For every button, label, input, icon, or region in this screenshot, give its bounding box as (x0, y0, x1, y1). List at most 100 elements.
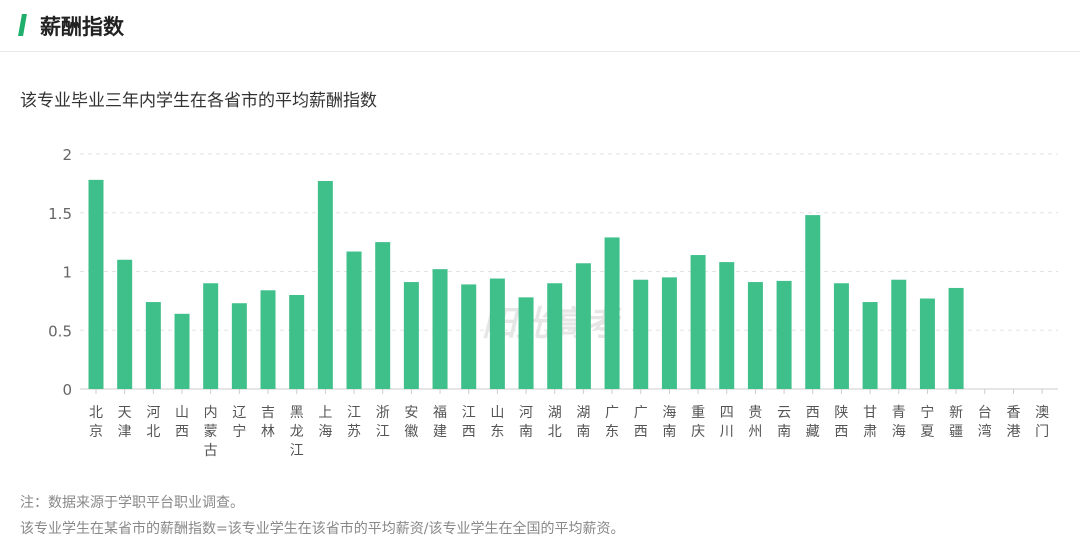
bar-河南 (518, 297, 534, 389)
x-tick-label: 西 (462, 424, 476, 440)
x-tick-label: 江 (290, 443, 304, 459)
bar-四川 (719, 262, 735, 389)
x-tick-label: 福 (433, 405, 447, 421)
x-tick-label: 广 (605, 405, 619, 421)
bar-江苏 (346, 251, 362, 389)
bar-浙江 (375, 242, 391, 389)
bar-海南 (661, 277, 677, 389)
bar-西藏 (805, 215, 821, 389)
x-tick-label: 北 (146, 424, 160, 440)
x-tick-label: 西 (175, 424, 189, 440)
x-tick-label: 四 (720, 405, 734, 421)
x-tick-label: 山 (175, 405, 189, 421)
bar-天津 (117, 259, 133, 389)
x-tick-label: 南 (777, 424, 791, 440)
y-tick-label: 1.5 (48, 205, 72, 223)
y-tick-label: 2 (62, 146, 72, 164)
x-tick-label: 西 (834, 424, 848, 440)
x-tick-label: 江 (376, 424, 390, 440)
x-tick-label: 徽 (404, 424, 418, 440)
bar-湖南 (575, 263, 591, 389)
x-tick-label: 西 (634, 424, 648, 440)
x-tick-label: 上 (318, 405, 332, 421)
section-header: 薪酬指数 (0, 0, 1080, 52)
x-tick-label: 广 (634, 405, 648, 421)
x-tick-label: 西 (806, 405, 820, 421)
x-tick-label: 庆 (691, 424, 705, 440)
x-tick-label: 海 (662, 405, 676, 421)
x-tick-label: 门 (1035, 424, 1049, 440)
x-tick-label: 江 (347, 405, 361, 421)
bar-福建 (432, 269, 448, 389)
bar-重庆 (690, 255, 706, 389)
x-tick-label: 港 (1006, 424, 1020, 440)
x-tick-label: 疆 (949, 424, 963, 440)
bar-云南 (776, 280, 792, 389)
x-tick-label: 北 (89, 405, 103, 421)
x-tick-label: 河 (519, 405, 533, 421)
x-tick-label: 建 (433, 424, 447, 440)
x-tick-label: 藏 (806, 424, 820, 440)
bar-宁夏 (919, 298, 935, 389)
x-tick-label: 古 (204, 443, 218, 459)
x-tick-label: 天 (118, 405, 132, 421)
y-tick-label: 0 (62, 381, 72, 399)
y-tick-label: 0.5 (48, 322, 72, 340)
bar-安徽 (403, 282, 419, 389)
x-tick-label: 贵 (748, 405, 762, 421)
x-tick-label: 湾 (978, 423, 992, 440)
x-tick-label: 南 (519, 424, 533, 440)
bar-chart: 阳光高考00.511.52北京天津河北山西内蒙古辽宁吉林黑龙江上海江苏浙江安徽福… (48, 146, 1058, 459)
x-tick-label: 云 (777, 405, 791, 421)
x-tick-label: 苏 (347, 424, 361, 440)
x-tick-label: 州 (748, 424, 762, 440)
x-tick-label: 川 (720, 424, 734, 440)
x-tick-label: 湖 (548, 405, 562, 421)
note-source: 注：数据来源于学职平台职业调查。 (20, 495, 244, 511)
x-tick-label: 林 (261, 424, 275, 440)
x-tick-label: 青 (892, 405, 906, 421)
bar-山西 (174, 313, 190, 389)
x-tick-label: 台 (978, 405, 992, 421)
x-tick-label: 吉 (261, 405, 275, 421)
bar-新疆 (948, 287, 964, 389)
bar-陕西 (833, 283, 849, 389)
x-tick-label: 北 (548, 424, 562, 440)
x-tick-label: 内 (204, 405, 218, 421)
x-tick-label: 香 (1006, 405, 1020, 421)
bar-黑龙江 (289, 295, 305, 389)
x-tick-label: 浙 (376, 405, 390, 421)
bar-甘肃 (862, 302, 878, 389)
note-formula: 该专业学生在某省市的薪酬指数=该专业学生在该省市的平均薪资/该专业学生在全国的平… (20, 521, 625, 537)
bar-北京 (88, 179, 104, 389)
bar-山东 (489, 278, 505, 389)
x-tick-label: 夏 (920, 424, 934, 440)
x-tick-label: 湖 (576, 405, 590, 421)
bar-广西 (633, 279, 649, 389)
x-tick-label: 东 (605, 424, 619, 440)
x-tick-label: 江 (462, 405, 476, 421)
bar-湖北 (547, 283, 563, 389)
x-tick-label: 东 (490, 424, 504, 440)
x-tick-label: 甘 (863, 405, 877, 421)
x-tick-label: 龙 (290, 424, 304, 440)
x-tick-label: 津 (118, 424, 132, 440)
x-tick-label: 南 (662, 424, 676, 440)
x-tick-label: 新 (949, 405, 963, 421)
x-tick-label: 肃 (863, 424, 877, 440)
bar-青海 (891, 279, 907, 389)
x-tick-label: 宁 (920, 404, 934, 421)
x-tick-label: 黑 (290, 405, 304, 421)
chart-title: 该专业毕业三年内学生在各省市的平均薪酬指数 (20, 91, 377, 111)
bar-广东 (604, 237, 620, 389)
x-tick-label: 海 (318, 424, 332, 440)
x-tick-label: 陕 (834, 405, 848, 421)
x-tick-label: 河 (146, 405, 160, 421)
bar-贵州 (747, 282, 763, 389)
x-tick-label: 海 (892, 424, 906, 440)
x-tick-label: 南 (576, 424, 590, 440)
x-tick-label: 辽 (232, 405, 246, 421)
bar-吉林 (260, 290, 276, 389)
x-tick-label: 重 (691, 405, 705, 421)
x-tick-label: 澳 (1035, 405, 1049, 421)
